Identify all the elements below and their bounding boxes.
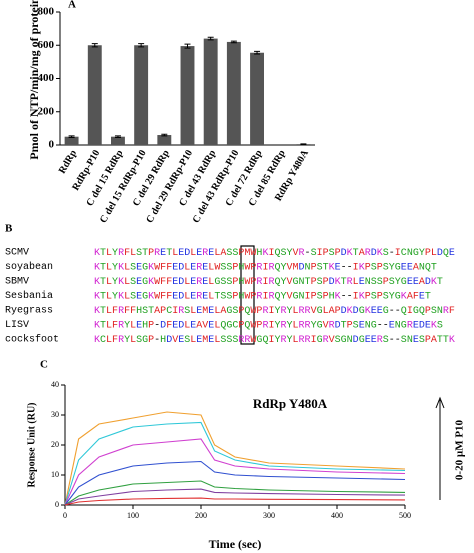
sequence: KTLFRYLEHP-DFEDLEAVELQGCPQWPRIYRYLRRYGVR… bbox=[94, 320, 443, 331]
bar bbox=[157, 135, 172, 145]
x-tick-label: 400 bbox=[331, 511, 343, 520]
bar bbox=[64, 136, 79, 145]
panel-label: B bbox=[5, 223, 13, 235]
species-name: SBMV bbox=[5, 277, 29, 288]
y-tick-label: 600 bbox=[38, 39, 55, 51]
y-tick-label: 40 bbox=[51, 380, 59, 389]
error-bar bbox=[184, 43, 191, 49]
x-tick-label: 0 bbox=[63, 511, 67, 520]
sequence: KTLYKLSEGKWFFEDLERELWSSPHWPRIRQYVMDNPSTK… bbox=[94, 262, 437, 273]
sequence: KTLYRFLSTPRETLEDLERELASSPMWHKIQSYVR-SIPS… bbox=[94, 248, 455, 259]
x-axis-label: Time (sec) bbox=[209, 537, 262, 551]
y-axis-label: Response Unit (RU) bbox=[26, 403, 37, 488]
sequence: KTLYKLSEGKWFFEDLERELGSSPHWPRIRQYVGNTPSPD… bbox=[94, 277, 443, 288]
species-name: LISV bbox=[5, 320, 29, 331]
species-name: soyabean bbox=[5, 261, 53, 273]
bar bbox=[226, 41, 241, 145]
error-bar bbox=[207, 36, 214, 41]
error-bar bbox=[114, 135, 121, 139]
y-tick-label: 800 bbox=[38, 6, 55, 18]
error-bar bbox=[68, 135, 75, 139]
annotation: 0-20 µM P10 bbox=[454, 419, 466, 480]
error-bar bbox=[254, 50, 261, 55]
bar bbox=[111, 136, 125, 145]
y-tick-label: 0 bbox=[49, 139, 55, 151]
error-bar bbox=[161, 133, 168, 137]
sensorgram-line bbox=[64, 460, 406, 506]
sensorgram-line bbox=[64, 411, 406, 506]
y-tick-label: 200 bbox=[38, 105, 55, 117]
y-tick-label: 20 bbox=[51, 440, 59, 449]
y-tick-label: 0 bbox=[55, 500, 59, 509]
sequence: KTLYKLSEGKWFFEDLERELTSSPHWPRIRQYVGNIPSPH… bbox=[94, 291, 431, 302]
species-name: Ryegrass bbox=[5, 306, 53, 317]
bar bbox=[203, 38, 218, 145]
bar bbox=[180, 46, 195, 145]
bar bbox=[87, 45, 102, 145]
sensorgram-line bbox=[64, 438, 406, 506]
sensorgram-line bbox=[64, 488, 406, 506]
highlight-box bbox=[240, 245, 255, 345]
error-bar bbox=[300, 143, 307, 146]
x-tick-label: 500 bbox=[399, 511, 411, 520]
x-tick-label: 200 bbox=[195, 511, 207, 520]
y-tick-label: 10 bbox=[51, 470, 59, 479]
y-axis-label: Pmol of NTP/min/mg of protein bbox=[27, 0, 41, 160]
arrow-head bbox=[435, 396, 445, 409]
bar bbox=[134, 45, 149, 145]
species-name: cocksfoot bbox=[5, 334, 59, 346]
panel-label: A bbox=[68, 0, 76, 11]
x-tick-label: RdRp bbox=[57, 148, 80, 176]
sequence: KTLFRFFHSTAPCIRSLEMELAGSPQWPRIYRYLRRVGLA… bbox=[94, 306, 455, 317]
x-tick-label: 100 bbox=[127, 511, 139, 520]
species-name: Sesbania bbox=[5, 290, 53, 302]
panel-label: C bbox=[40, 359, 48, 371]
chart-title: RdRp Y480A bbox=[253, 396, 328, 411]
sequence: KCLFRYLSGP-HDVESLEMELSSSRRWGQIYRYLRRIGRV… bbox=[94, 335, 455, 346]
sensorgram-line bbox=[64, 497, 406, 506]
error-bar bbox=[91, 43, 98, 48]
y-tick-label: 30 bbox=[51, 410, 59, 419]
sensorgram-line bbox=[64, 421, 406, 506]
error-bar bbox=[230, 40, 237, 44]
error-bar bbox=[138, 43, 145, 48]
x-tick-label: 300 bbox=[263, 511, 275, 520]
species-name: SCMV bbox=[5, 248, 29, 259]
sensorgram-line bbox=[64, 480, 406, 506]
bar bbox=[250, 52, 264, 146]
y-tick-label: 400 bbox=[38, 72, 55, 84]
